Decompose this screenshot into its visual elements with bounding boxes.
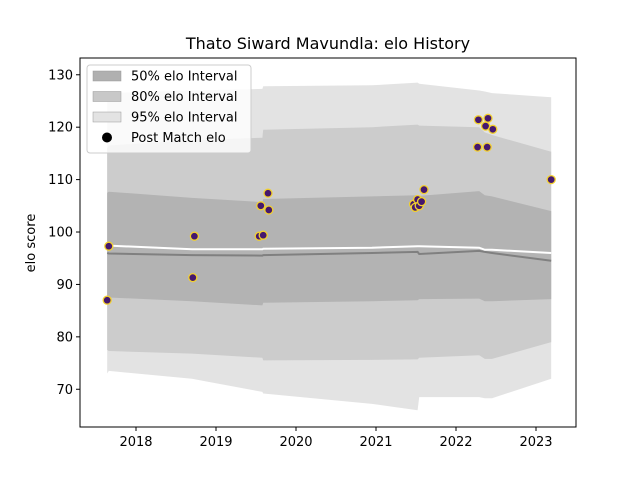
axes-frame bbox=[79, 57, 577, 428]
legend-marker bbox=[102, 132, 112, 143]
post-match-elo-point bbox=[419, 184, 429, 195]
x-tick-label: 2021 bbox=[359, 435, 392, 450]
post-match-elo-point bbox=[546, 174, 556, 185]
post-match-elo-point bbox=[258, 230, 268, 240]
legend-swatch-3 bbox=[92, 111, 122, 123]
x-tick-label: 2022 bbox=[439, 435, 472, 450]
post-match-elo-point bbox=[472, 142, 483, 152]
post-match-elo-point bbox=[416, 196, 427, 207]
post-match-elo-point bbox=[473, 115, 484, 125]
expected-elo-line bbox=[106, 244, 552, 254]
x-tick-label: 2019 bbox=[199, 435, 232, 450]
post-match-elo-point bbox=[483, 113, 493, 123]
x-axis: 2018 2019 2020 2021 2022 2023 bbox=[119, 427, 553, 450]
legend-swatch-2 bbox=[92, 91, 122, 102]
legend-swatch-1 bbox=[92, 70, 122, 82]
chart-title: Thato Siward Mavundla: elo History bbox=[185, 34, 470, 53]
post-match-elo-point bbox=[488, 124, 498, 134]
x-tick-label: 2018 bbox=[119, 435, 152, 450]
post-match-elo-point bbox=[264, 205, 274, 215]
post-match-elo-point bbox=[189, 231, 200, 241]
post-match-elo-point bbox=[263, 188, 273, 198]
plot-area bbox=[102, 82, 556, 411]
legend-label: 50% elo Interval bbox=[131, 70, 238, 85]
y-tick-label: 100 bbox=[48, 226, 73, 241]
y-axis-label: elo score bbox=[24, 214, 39, 273]
mean-elo-line bbox=[106, 249, 552, 262]
y-tick-label: 110 bbox=[48, 173, 73, 188]
y-tick-label: 70 bbox=[56, 383, 73, 398]
post-match-elo-point bbox=[188, 272, 198, 283]
y-tick-label: 80 bbox=[56, 330, 73, 345]
legend: 50% elo Interval 80% elo Interval 95% elo … bbox=[86, 64, 252, 154]
y-tick-label: 120 bbox=[48, 121, 73, 136]
legend-label: Post Match elo bbox=[131, 131, 226, 146]
legend-label: 80% elo Interval bbox=[131, 90, 238, 105]
y-tick-label: 130 bbox=[48, 68, 73, 83]
post-match-elo-point bbox=[104, 241, 114, 251]
post-match-elo-point bbox=[256, 201, 266, 211]
legend-box bbox=[86, 64, 252, 154]
y-tick-label: 90 bbox=[56, 278, 73, 293]
x-tick-label: 2023 bbox=[519, 435, 552, 450]
post-match-elo-point bbox=[482, 142, 492, 152]
legend-label: 95% elo Interval bbox=[131, 111, 238, 126]
y-axis: 70 80 90 100 110 120 130 bbox=[48, 68, 80, 398]
x-tick-label: 2020 bbox=[279, 435, 312, 450]
post-match-elo-point bbox=[102, 295, 112, 305]
